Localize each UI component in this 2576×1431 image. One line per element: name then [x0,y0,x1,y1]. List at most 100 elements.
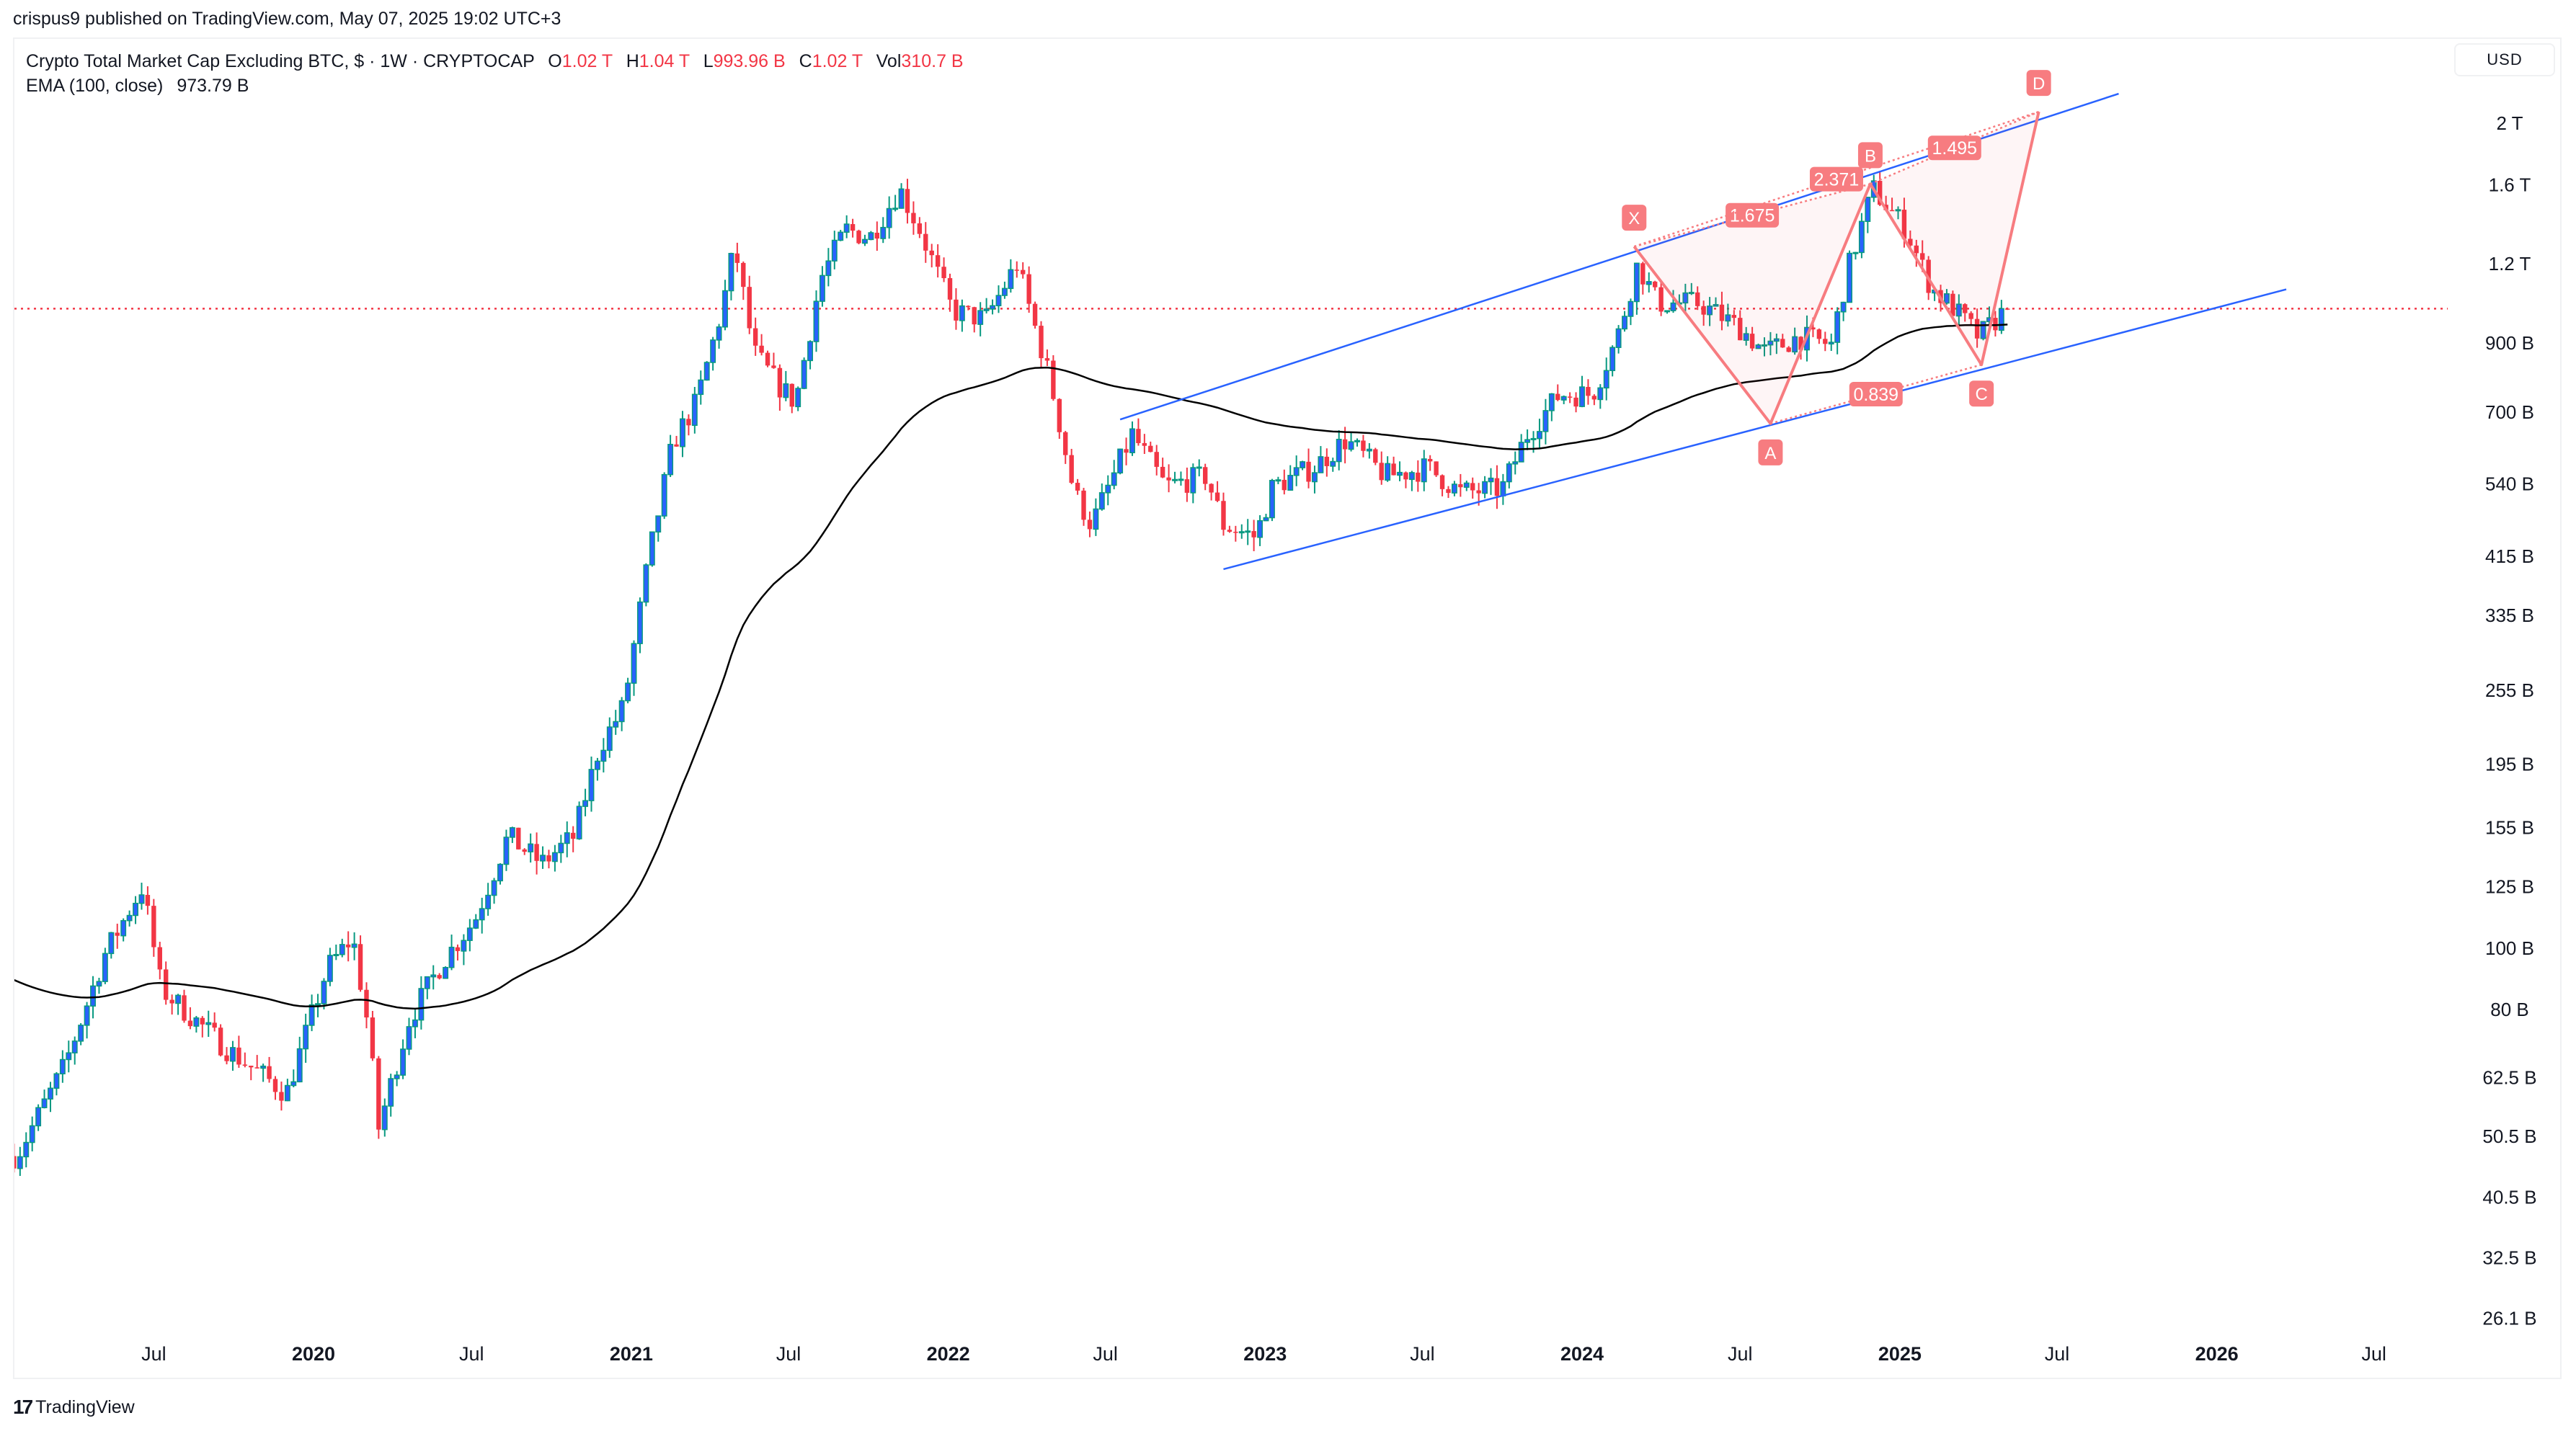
candle-up [813,290,820,352]
candle-body [351,943,357,948]
candle-down [1142,434,1147,454]
candle-body [680,418,685,447]
candle-body [1463,482,1470,488]
candle-up [680,411,685,458]
candle-up [1622,311,1627,332]
price-axis[interactable]: 2 T 1.6 T 1.2 T 900 B 700 B 540 B 415 B 335 B 25… [2482,112,2536,1329]
candle-up [1093,498,1099,536]
pattern-point-label-b: B [1857,142,1883,169]
candle-up [576,801,582,840]
candle-up [1245,519,1251,545]
candle-body [594,760,600,770]
candle-body [249,1066,254,1068]
candle-up [1518,434,1524,463]
candle-body [1591,396,1597,400]
candle-up [35,1104,42,1131]
candle-down [546,850,551,869]
candle-down [1968,311,1973,326]
candle-body [1688,292,1695,295]
candle-up [108,932,115,959]
candle-body [1057,398,1062,432]
candle-up [59,1050,66,1083]
candle-body [315,1003,321,1006]
candle-body [551,852,558,862]
candle-body [388,1078,394,1107]
tradingview-logo-icon[interactable]: 17 [13,1396,33,1418]
candle-body [133,902,138,917]
candle-up [1609,345,1616,377]
candle-up [1269,478,1275,522]
candle-body [78,1025,84,1042]
candle-down [1227,525,1233,533]
candle-up [959,299,965,332]
ratio-label-bg [1849,382,1903,407]
ema-label[interactable]: EMA (100, close) [26,76,164,96]
currency-button[interactable]: USD [2454,43,2555,76]
candle-down [437,973,442,980]
candle-body [1026,274,1031,304]
candle-body [296,1048,303,1083]
candle-body [1609,347,1616,372]
candle-body [1895,209,1901,212]
candle-down [1458,473,1463,497]
time-tick-label: 2022 [927,1343,970,1365]
candle-down [1379,451,1384,485]
candle-up [290,1069,297,1087]
candle-down [1081,488,1086,526]
candle-down [376,1056,381,1139]
candle-down [1731,310,1737,326]
candle-down [972,306,977,333]
candle-up [1858,213,1865,259]
candle-body [424,976,430,989]
symbol-title[interactable]: Crypto Total Market Cap Excluding BTC, $… [26,51,535,71]
candle-body [412,1019,418,1027]
candle-up [1955,294,1962,326]
candle-down [1403,471,1408,489]
candle-body [1446,489,1451,494]
candle-up [193,1015,200,1033]
candle-body [370,1017,376,1058]
candle-body [1749,334,1755,349]
time-axis[interactable]: Jul 2020 Jul 2021 Jul 2022 Jul 2023 Jul 2024 Jul 20… [141,1343,2386,1365]
candle-body [1263,517,1269,522]
candle-body [1001,287,1008,296]
pattern-point-label-c: C [1969,380,1994,407]
candle-down [534,832,539,875]
candle-down [1124,437,1129,465]
point-label-bg [1758,439,1783,465]
candle-up [1834,307,1841,355]
candle-down [522,848,527,855]
candle-body [1567,396,1573,398]
candle-body [606,726,613,752]
time-tick-label: Jul [459,1343,484,1365]
candle-up [205,1010,212,1038]
candle-up [819,266,825,307]
candle-body [576,806,582,839]
candle-body [1111,472,1117,486]
candle-down [242,1052,248,1068]
ema-value: 973.79 B [177,76,249,96]
candle-down [1950,290,1955,317]
candle-body [825,260,832,277]
high-label: H [626,51,639,71]
candle-body [193,1017,200,1027]
candle-body [1233,532,1238,533]
candle-body [1087,520,1093,530]
footer-brand[interactable]: TradingView [35,1396,135,1417]
candle-up [631,640,637,696]
candle-body [308,1004,315,1026]
candle-body [1701,306,1706,315]
candle-up [801,357,807,390]
volume-label: Vol [876,51,902,71]
candle-body [1858,220,1865,254]
candle-body [430,974,437,978]
candle-down [279,1082,284,1111]
candle-up [691,386,698,434]
candle-up [564,821,570,857]
price-tick-label: 900 B [2485,332,2534,354]
candle-down [14,1144,17,1173]
candle-body [868,232,874,241]
candle-body [1245,530,1251,533]
candle-body [856,231,861,244]
